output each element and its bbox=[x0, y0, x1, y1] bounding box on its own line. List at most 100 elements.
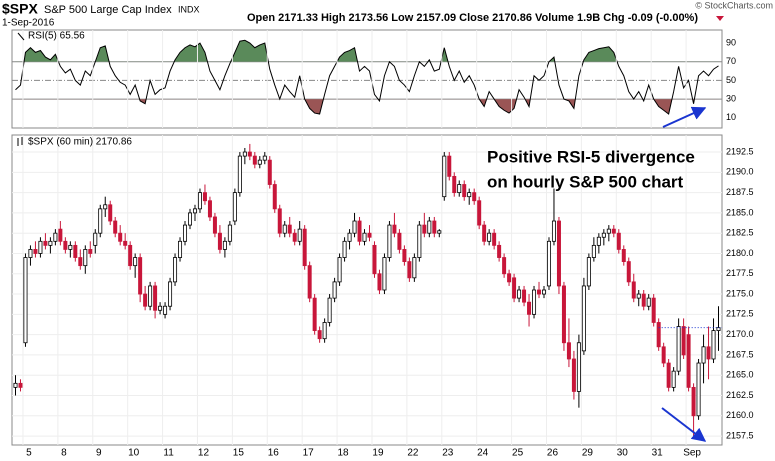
x-tick-label: 16 bbox=[268, 448, 280, 459]
candle-body bbox=[327, 297, 332, 323]
candle-body bbox=[287, 224, 292, 234]
candle-body bbox=[367, 232, 372, 238]
y-tick-label: 70 bbox=[726, 56, 736, 66]
x-tick-label: 30 bbox=[617, 448, 629, 459]
candle-body bbox=[178, 240, 183, 258]
y-tick-label: 2157.5 bbox=[726, 430, 754, 440]
annotation: on hourly S&P 500 chart bbox=[487, 172, 684, 191]
candle-body bbox=[382, 257, 387, 291]
candle-body bbox=[437, 230, 442, 234]
y-tick-label: 2182.5 bbox=[726, 228, 754, 238]
candle-body bbox=[88, 249, 93, 254]
candle-body bbox=[566, 342, 571, 360]
candle-body bbox=[103, 204, 108, 210]
rsi-arrow bbox=[662, 106, 707, 128]
candle-body bbox=[68, 244, 73, 250]
candle-body bbox=[292, 232, 297, 242]
x-tick-label: 8 bbox=[61, 448, 67, 459]
candle-body bbox=[148, 285, 153, 307]
y-tick-label: 2177.5 bbox=[726, 268, 754, 278]
candle-body bbox=[43, 240, 48, 246]
candle-body bbox=[517, 289, 522, 299]
candle-body bbox=[73, 244, 78, 258]
candle-body bbox=[242, 151, 247, 157]
candle-body bbox=[696, 362, 701, 417]
price-layer: 2192.5 2190.0 2187.5 2185.0 2182.5 2180.0 2177… bbox=[12, 30, 754, 459]
candle-body bbox=[502, 257, 507, 275]
candle-body bbox=[118, 232, 123, 242]
candle-body bbox=[143, 293, 148, 307]
candle-body bbox=[537, 289, 542, 295]
candle-body bbox=[322, 322, 327, 340]
candle-body bbox=[173, 257, 178, 283]
candle-body bbox=[28, 249, 33, 258]
candle-body bbox=[581, 285, 586, 352]
candle-body bbox=[168, 281, 173, 307]
candle-body bbox=[138, 257, 143, 295]
candle-body bbox=[352, 220, 357, 234]
candle-body bbox=[432, 220, 437, 234]
candle-body bbox=[507, 273, 512, 283]
candle-body bbox=[337, 257, 342, 283]
candle-body bbox=[133, 257, 138, 267]
candle-body bbox=[512, 277, 517, 299]
candle-body bbox=[302, 228, 307, 267]
candle-body bbox=[576, 342, 581, 392]
x-tick-label: 11 bbox=[163, 448, 174, 459]
candle-body bbox=[93, 232, 98, 246]
candle-body bbox=[362, 232, 367, 242]
candle-body bbox=[686, 334, 691, 388]
candle-body bbox=[571, 358, 576, 392]
x-tick-label: 19 bbox=[372, 448, 384, 459]
candle-body bbox=[58, 228, 63, 242]
candle-body bbox=[267, 159, 272, 185]
candle-body bbox=[402, 249, 407, 262]
candle-body bbox=[202, 192, 207, 202]
down-arrow bbox=[716, 16, 724, 21]
x-tick-label: 9 bbox=[96, 448, 102, 459]
candle-body bbox=[232, 192, 237, 222]
candle-body bbox=[452, 175, 457, 194]
candle-body bbox=[412, 257, 417, 279]
y-tick-label: 2165.0 bbox=[726, 370, 754, 380]
candle-body bbox=[312, 297, 317, 331]
candle-body bbox=[307, 265, 312, 299]
candle-body bbox=[63, 240, 68, 250]
candle-body bbox=[666, 362, 671, 388]
candle-body bbox=[13, 382, 18, 388]
candle-body bbox=[641, 293, 646, 307]
y-tick-label: 2180.0 bbox=[726, 248, 754, 258]
candle-body bbox=[626, 261, 631, 283]
candle-body bbox=[596, 236, 601, 246]
y-tick-label: 50 bbox=[726, 75, 736, 85]
candle-body bbox=[222, 240, 227, 250]
price-legend: $SPX (60 min) 2170.86 bbox=[28, 137, 132, 148]
y-tick-label: 2170.0 bbox=[726, 329, 754, 339]
candle-body bbox=[532, 289, 537, 315]
price-panel bbox=[11, 134, 723, 446]
y-tick-label: 2162.5 bbox=[726, 390, 754, 400]
candle-body bbox=[272, 184, 277, 210]
x-tick-label: 29 bbox=[582, 448, 594, 459]
candle-body bbox=[257, 159, 262, 165]
x-tick-label: 17 bbox=[303, 448, 315, 459]
candle-body bbox=[192, 208, 197, 214]
candle-body bbox=[497, 244, 502, 258]
candle-body bbox=[113, 220, 118, 234]
x-tick-label: 12 bbox=[198, 448, 210, 459]
candle-body bbox=[153, 285, 158, 311]
candle-body bbox=[78, 257, 83, 267]
candle-body bbox=[611, 228, 616, 234]
annotation: Positive RSI-5 divergence bbox=[487, 147, 695, 166]
y-tick-label: 90 bbox=[726, 37, 736, 47]
candle-body bbox=[636, 293, 641, 299]
x-tick-label: 22 bbox=[407, 448, 419, 459]
x-tick-label: 24 bbox=[477, 448, 489, 459]
date: 1-Sep-2016 bbox=[2, 18, 55, 29]
x-tick-label: 5 bbox=[26, 448, 32, 459]
candle-body bbox=[706, 346, 711, 360]
y-tick-label: 2175.0 bbox=[726, 288, 754, 298]
candle-body bbox=[616, 232, 621, 250]
candle-body bbox=[646, 297, 651, 307]
